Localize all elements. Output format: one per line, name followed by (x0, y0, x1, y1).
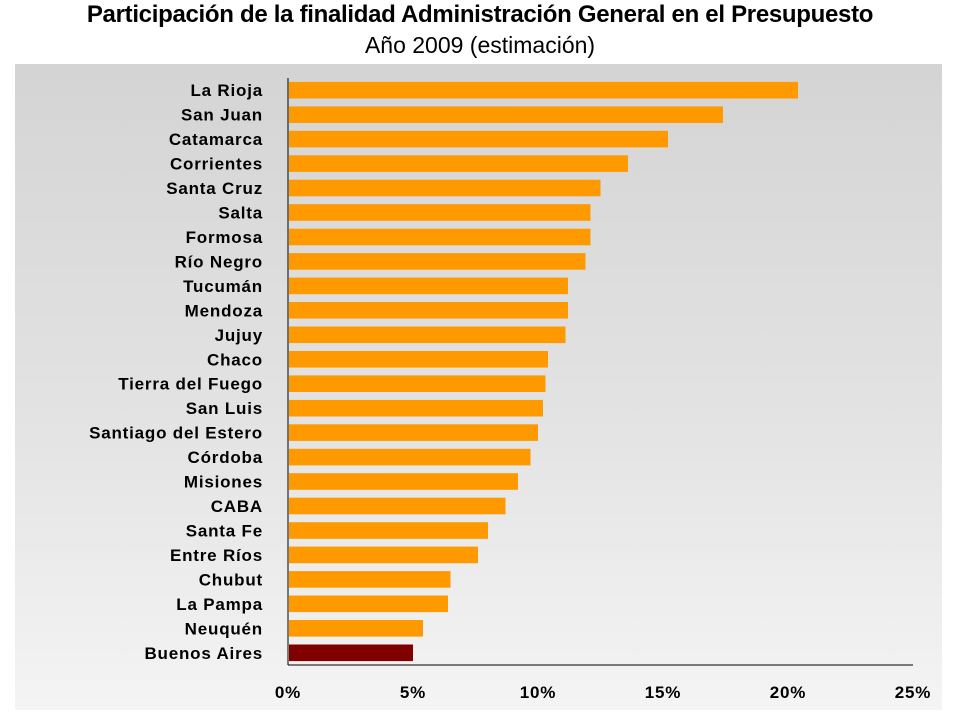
category-label-caba: CABA (211, 497, 263, 516)
chart-subtitle: Año 2009 (estimación) (364, 32, 596, 58)
x-tick-label-5: 5% (400, 683, 426, 702)
bar-santa-fe (289, 522, 488, 539)
category-label-san-juan: San Juan (181, 106, 263, 125)
category-label-la-pampa: La Pampa (176, 595, 263, 614)
category-label-tierra-del-fuego: Tierra del Fuego (118, 375, 263, 394)
bar-rio-negro (289, 253, 586, 270)
bar-caba (289, 497, 506, 515)
category-label-misiones: Misiones (184, 473, 263, 492)
category-label-jujuy: Jujuy (215, 326, 263, 345)
bar-chart: La Rioja San Juan Catamarca Corrientes Santa… (89, 78, 931, 702)
category-label-chubut: Chubut (199, 570, 263, 589)
category-label-entre-rios: Entre Ríos (170, 546, 263, 565)
bar-misiones (289, 473, 518, 490)
bar-neuquen (289, 620, 423, 637)
category-label-cordoba: Córdoba (188, 448, 263, 467)
chart-panel: La Rioja San Juan Catamarca Corrientes Santa… (15, 64, 942, 710)
category-label-san-luis: San Luis (186, 399, 263, 418)
bar-tierra-del-fuego (289, 375, 546, 392)
category-label-mendoza: Mendoza (185, 301, 263, 320)
bar-chubut (289, 571, 451, 588)
bar-formosa (289, 228, 591, 246)
category-label-santa-cruz: Santa Cruz (166, 179, 263, 198)
bar-entre-rios (289, 546, 478, 564)
category-label-salta: Salta (218, 204, 263, 223)
bar-tucuman (289, 277, 568, 295)
bar-san-juan (289, 106, 723, 123)
bar-salta (289, 204, 591, 221)
bar-la-rioja (289, 81, 798, 99)
chart-title: Participación de la finalidad Administra… (86, 1, 874, 28)
x-tick-label-15: 15% (645, 683, 681, 702)
category-label-santiago-del-estero: Santiago del Estero (89, 424, 263, 443)
x-tick-label-0: 0% (275, 683, 301, 702)
category-label-formosa: Formosa (186, 228, 263, 247)
category-label-la-rioja: La Rioja (190, 81, 263, 100)
category-label-corrientes: Corrientes (170, 155, 263, 174)
bar-jujuy (289, 326, 566, 344)
bar-santiago-del-estero (289, 424, 538, 441)
bar-la-pampa (289, 595, 448, 613)
category-label-catamarca: Catamarca (169, 130, 263, 149)
bar-catamarca (289, 130, 668, 148)
bar-corrientes (289, 155, 628, 172)
bar-mendoza (289, 302, 568, 319)
bar-san-luis (289, 399, 543, 417)
category-label-neuquen: Neuquén (185, 619, 263, 638)
x-tick-label-20: 20% (770, 683, 806, 702)
bar-buenos-aires (289, 644, 413, 662)
bar-chaco (289, 351, 548, 368)
bar-santa-cruz (289, 179, 601, 197)
category-label-rio-negro: Río Negro (175, 252, 263, 271)
category-label-tucuman: Tucumán (183, 277, 263, 296)
x-tick-label-10: 10% (520, 683, 556, 702)
bar-cordoba (289, 448, 531, 466)
x-tick-label-25: 25% (895, 683, 931, 702)
category-label-santa-fe: Santa Fe (186, 522, 263, 541)
category-label-chaco: Chaco (207, 350, 263, 369)
category-label-buenos-aires: Buenos Aires (144, 644, 263, 663)
